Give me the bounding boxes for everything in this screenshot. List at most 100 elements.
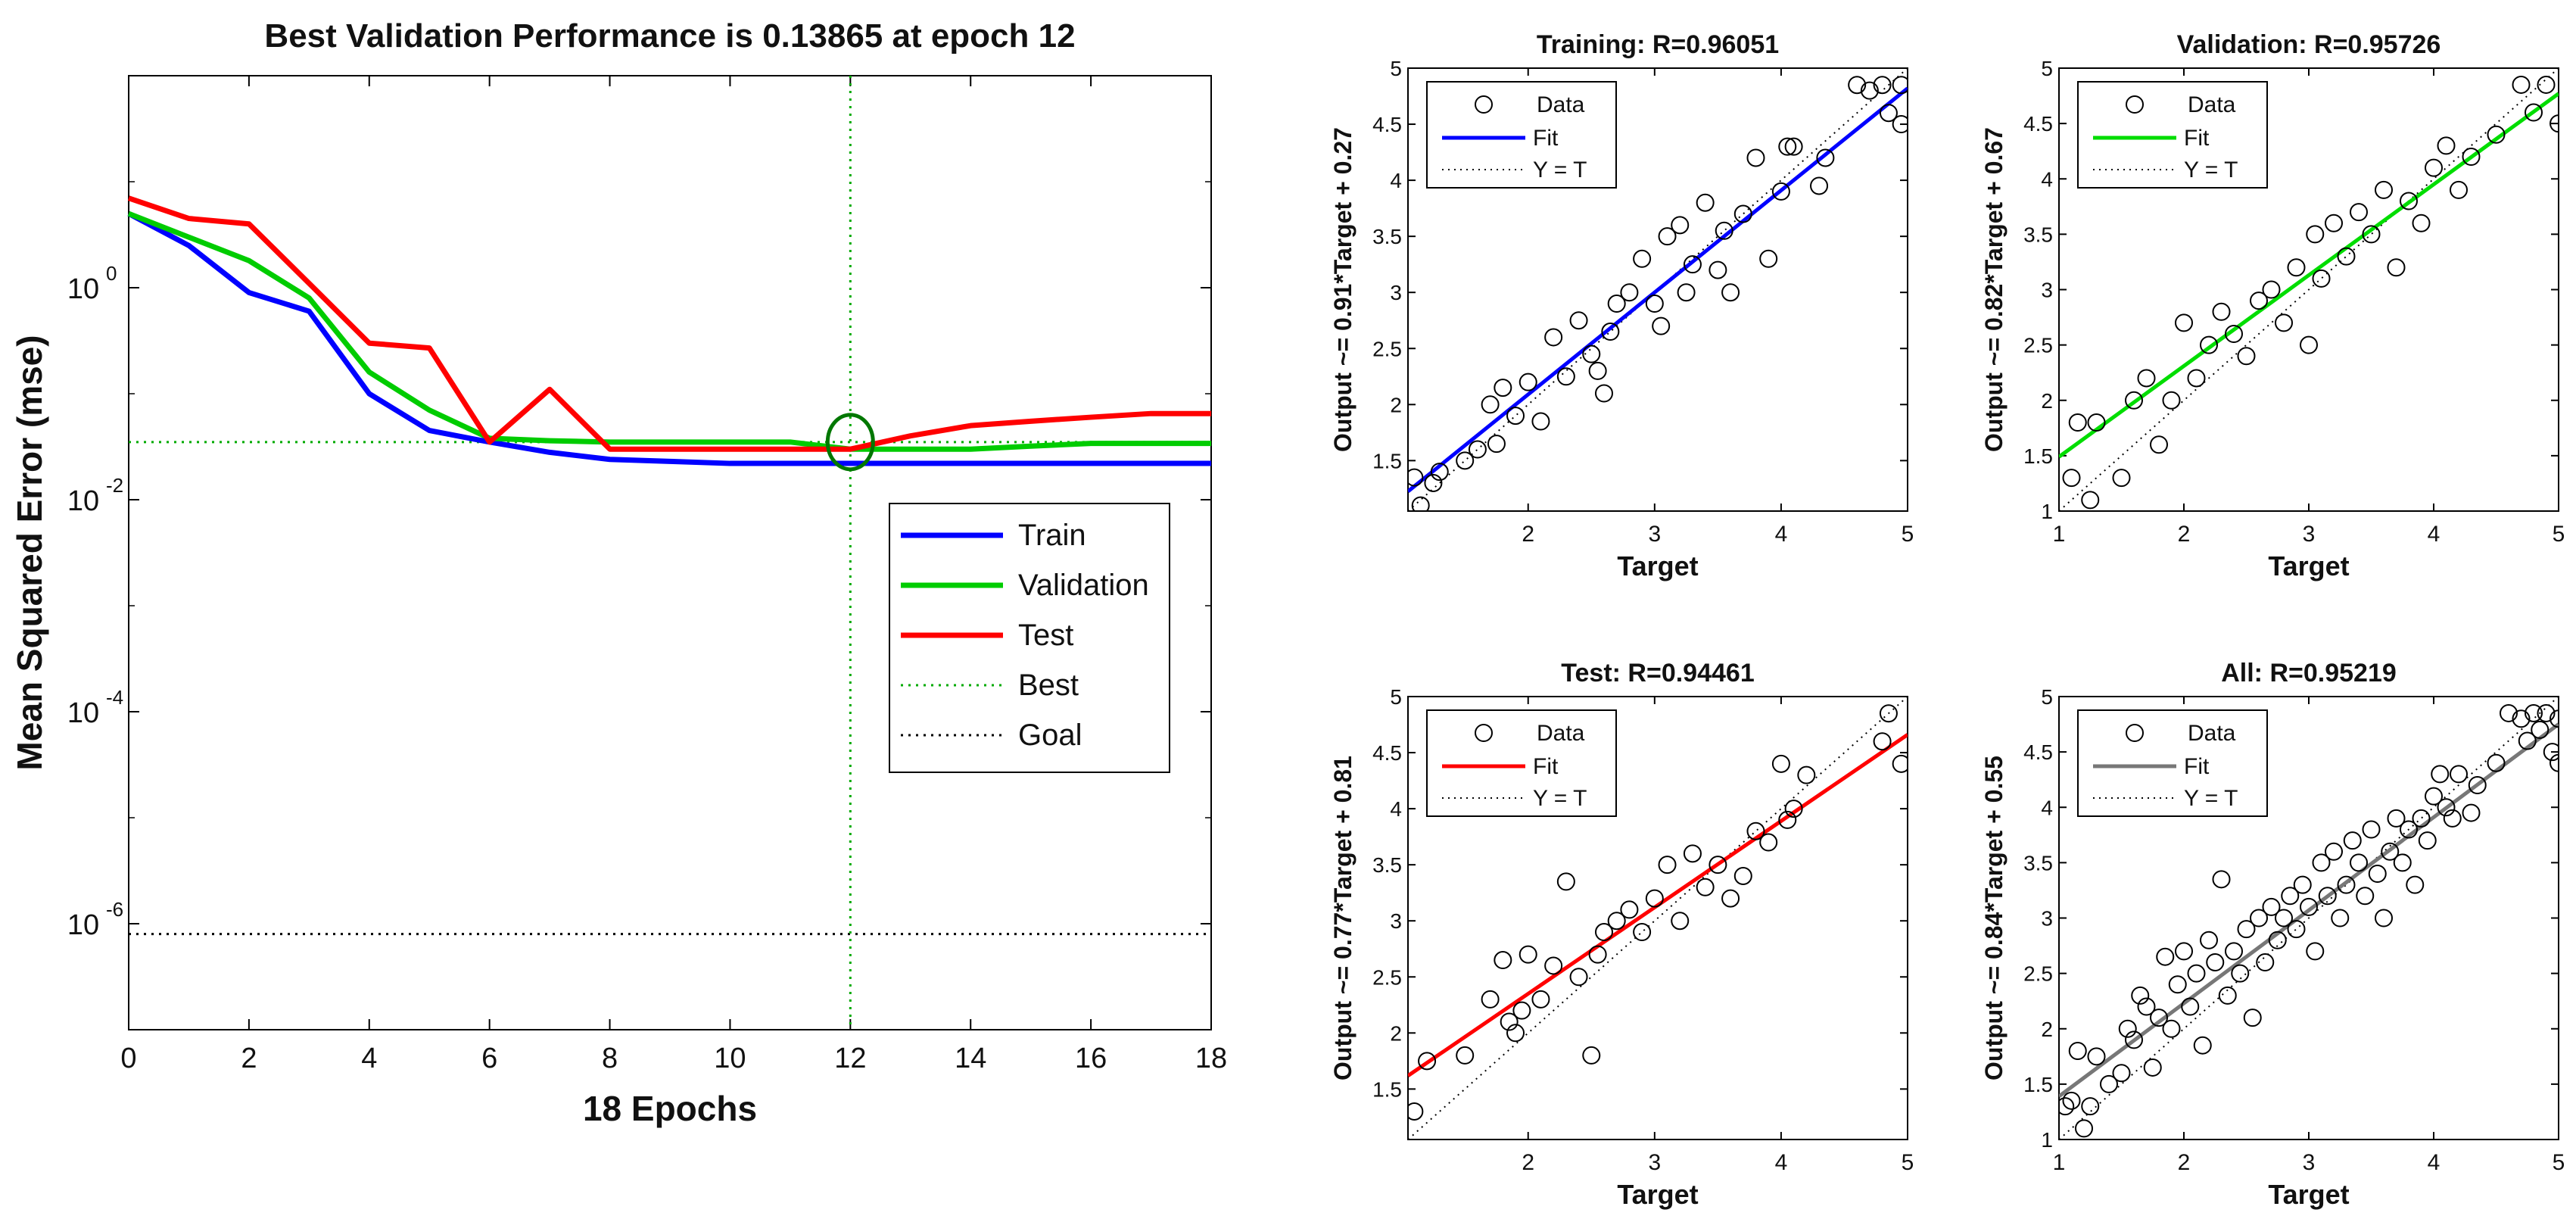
- data-point: [1816, 148, 1835, 167]
- data-point: [1544, 956, 1563, 975]
- y-tick-label: 5: [1390, 685, 1402, 709]
- data-point: [2087, 1047, 2106, 1066]
- data-point: [1531, 990, 1550, 1009]
- data-point: [2387, 809, 2406, 828]
- data-point: [1588, 361, 1607, 380]
- x-tick-label: 4: [2428, 1150, 2441, 1175]
- legend-label: Train: [1018, 519, 1086, 552]
- x-tick-label: 1: [2053, 1150, 2066, 1175]
- data-point: [2081, 1097, 2100, 1116]
- y-tick-label: 3.5: [1372, 853, 1402, 877]
- data-point: [1658, 856, 1677, 874]
- legend-label: Y = T: [1533, 786, 1587, 811]
- y-tick-label: 2.5: [2023, 334, 2053, 357]
- data-point: [2193, 1036, 2212, 1055]
- data-point: [2350, 203, 2368, 222]
- y-tick-label: 3.5: [2023, 851, 2053, 874]
- data-point: [1873, 76, 1892, 95]
- x-tick-label: 2: [241, 1043, 257, 1074]
- y-tick-label: 4: [2041, 167, 2053, 191]
- data-point: [2293, 875, 2312, 894]
- data-point: [2450, 180, 2468, 199]
- x-tick-label: 3: [2303, 522, 2316, 547]
- data-point: [1892, 115, 1908, 134]
- data-point: [2362, 225, 2381, 244]
- data-point: [1746, 822, 1765, 840]
- data-point: [1456, 1046, 1475, 1065]
- data-point: [2537, 703, 2556, 722]
- x-tick-label: 10: [714, 1043, 746, 1074]
- data-point: [2537, 75, 2556, 94]
- data-point: [1810, 176, 1829, 195]
- plot-area: [2059, 68, 2559, 511]
- x-tick-label: 8: [602, 1043, 618, 1074]
- plot-area: [1408, 697, 1908, 1140]
- data-point: [2487, 125, 2506, 144]
- plot-area: [2059, 697, 2559, 1140]
- data-point: [1879, 104, 1898, 123]
- legend-marker-data: [1475, 724, 1493, 742]
- series-line-train: [127, 211, 1211, 466]
- data-point: [2512, 75, 2531, 94]
- legend-marker-data: [2126, 724, 2144, 742]
- legend-box: [1426, 81, 1617, 189]
- legend-label: Fit: [1533, 126, 1559, 151]
- legend-label: Y = T: [2184, 157, 2238, 182]
- y-tick-base: 10: [67, 485, 99, 517]
- data-point: [1721, 283, 1740, 302]
- legend-label: Y = T: [2184, 786, 2238, 811]
- data-point: [1556, 872, 1575, 891]
- data-point: [2337, 875, 2356, 894]
- y-tick-label: 2: [1390, 1021, 1402, 1045]
- regression-plot-3: 2 3 4 5 1.5 2 2.5 3 3.5 4 4.5 5 Data Fit Y = T Test: R=…: [1329, 659, 1914, 1210]
- data-point: [1784, 800, 1803, 818]
- data-point: [1487, 435, 1506, 454]
- data-point: [2531, 720, 2550, 739]
- data-point: [2059, 1097, 2075, 1116]
- data-point: [2118, 1019, 2137, 1038]
- data-point: [1759, 833, 1778, 852]
- data-point: [2300, 335, 2318, 354]
- data-point: [2337, 247, 2356, 266]
- y-tick-base: 10: [67, 273, 99, 305]
- data-point: [1733, 866, 1752, 885]
- legend-label: Best: [1018, 669, 1079, 702]
- regression-plot-1: 2 3 4 5 1.5 2 2.5 3 3.5 4 4.5 5 Data Fit Y = T Training…: [1329, 30, 1914, 581]
- data-point: [1468, 440, 1487, 459]
- data-point: [1481, 395, 1500, 414]
- regression-title: Validation: R=0.95726: [2177, 30, 2441, 59]
- data-point: [2112, 469, 2131, 488]
- data-point: [2462, 148, 2481, 166]
- data-point: [2287, 258, 2306, 277]
- legend-label: Data: [1537, 92, 1585, 117]
- data-point: [2375, 909, 2393, 928]
- data-point: [2381, 842, 2400, 861]
- data-point: [2187, 964, 2206, 983]
- legend-label: Goal: [1018, 719, 1082, 752]
- data-point: [1418, 1052, 1437, 1071]
- y-tick-label: 3.5: [2023, 223, 2053, 246]
- y-tick-label: 5: [2041, 685, 2053, 709]
- data-point: [2275, 909, 2293, 928]
- y-tick-label: 4.5: [2023, 112, 2053, 136]
- data-point: [2156, 947, 2175, 966]
- y-tick-base: 10: [67, 909, 99, 941]
- legend-label: Test: [1018, 619, 1073, 652]
- data-point: [1683, 844, 1702, 863]
- data-point: [2400, 820, 2418, 839]
- data-point: [2275, 313, 2293, 332]
- data-point: [2100, 1074, 2118, 1093]
- data-point: [2362, 820, 2381, 839]
- data-point: [1620, 283, 1639, 302]
- data-point: [2518, 731, 2537, 750]
- x-tick-label: 14: [955, 1043, 986, 1074]
- data-point: [1556, 367, 1575, 386]
- data-point: [2175, 942, 2193, 961]
- data-point: [1677, 283, 1696, 302]
- data-point: [1408, 468, 1424, 487]
- regression-plot-4: 1 2 3 4 5 1 1.5 2 2.5 3 3.5 4 4.5 5 Data Fit Y = T All: R…: [1980, 659, 2565, 1210]
- data-point: [2300, 897, 2318, 916]
- x-tick-label: 4: [2428, 522, 2441, 547]
- legend: Data Fit Y = T: [2077, 81, 2268, 189]
- identity-line: [1408, 697, 1908, 1140]
